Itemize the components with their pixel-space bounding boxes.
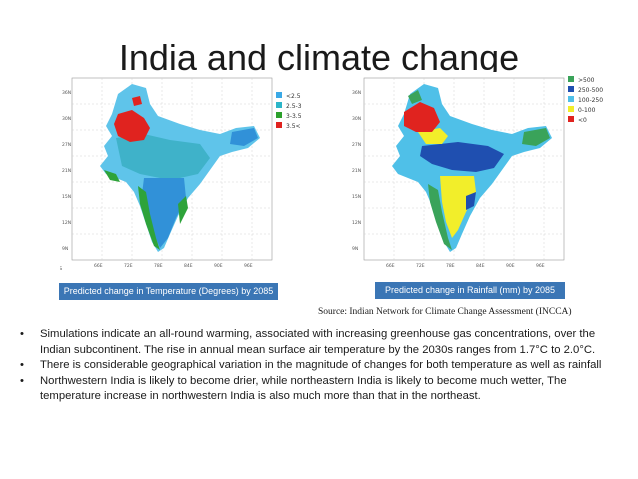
svg-text:21N: 21N bbox=[352, 168, 361, 174]
legend-label-100-250: 100-250 bbox=[578, 97, 603, 104]
legend-label-25-3: 2.5-3 bbox=[286, 103, 302, 110]
bullet-marker: • bbox=[20, 359, 24, 371]
svg-text:30N: 30N bbox=[352, 116, 361, 122]
legend-label-lt0: <0 bbox=[578, 117, 587, 124]
legend-label-250-500: 250-500 bbox=[578, 87, 603, 94]
svg-text:84E: 84E bbox=[476, 263, 485, 268]
svg-text:27N: 27N bbox=[62, 142, 71, 148]
rainfall-map: 36N 30N 27N 21N 15N 12N 9N 66E 72E 78E 84E 90E 96… bbox=[348, 72, 616, 268]
svg-text:72E: 72E bbox=[416, 263, 425, 268]
svg-text:90E: 90E bbox=[506, 263, 515, 268]
rainfall-caption: Predicted change in Rainfall (mm) by 208… bbox=[375, 282, 565, 299]
svg-text:78E: 78E bbox=[154, 263, 163, 269]
temperature-map-graphic: 36N 30N 27N 21N 15N 12N 9N 66E 72E 78E 84E 90E 96… bbox=[60, 74, 322, 270]
temperature-map: 36N 30N 27N 21N 15N 12N 9N 66E 72E 78E 84E 90E 96… bbox=[60, 74, 322, 270]
svg-text:36N: 36N bbox=[352, 90, 361, 96]
svg-text:27N: 27N bbox=[352, 142, 361, 148]
source-citation: Source: Indian Network for Climate Chang… bbox=[318, 307, 572, 317]
svg-text:66E: 66E bbox=[386, 263, 395, 268]
svg-text:9N: 9N bbox=[62, 246, 68, 252]
svg-text:96E: 96E bbox=[244, 263, 253, 269]
bullet-item: • Simulations indicate an all-round warm… bbox=[20, 327, 620, 358]
svg-text:15N: 15N bbox=[62, 194, 71, 200]
legend-label-0-100: 0-100 bbox=[578, 107, 596, 114]
bullet-item: • There is considerable geographical var… bbox=[20, 358, 620, 374]
svg-text:GrADS: COLA/IGES: GrADS: COLA/IGES bbox=[60, 266, 62, 270]
svg-text:21N: 21N bbox=[62, 168, 71, 174]
svg-text:96E: 96E bbox=[536, 263, 545, 268]
svg-text:9N: 9N bbox=[352, 246, 358, 252]
legend-label-3-35: 3-3.5 bbox=[286, 113, 302, 120]
svg-text:12N: 12N bbox=[352, 220, 361, 226]
svg-text:15N: 15N bbox=[352, 194, 361, 200]
svg-text:30N: 30N bbox=[62, 116, 71, 122]
legend-swatch-3-35 bbox=[276, 112, 282, 118]
svg-text:36N: 36N bbox=[62, 90, 71, 96]
legend-swatch-lt25 bbox=[276, 92, 282, 98]
bullet-list: • Simulations indicate an all-round warm… bbox=[20, 327, 620, 405]
svg-text:66E: 66E bbox=[94, 263, 103, 269]
bullet-marker: • bbox=[20, 328, 24, 340]
svg-text:72E: 72E bbox=[124, 263, 133, 269]
legend-label-gt500: >500 bbox=[578, 77, 595, 84]
bullet-text: Simulations indicate an all-round warmin… bbox=[40, 328, 596, 356]
legend-swatch-lt0 bbox=[568, 116, 574, 122]
legend-swatch-100-250 bbox=[568, 96, 574, 102]
temperature-caption: Predicted change in Temperature (Degrees… bbox=[59, 283, 278, 300]
legend-swatch-gt35 bbox=[276, 122, 282, 128]
svg-text:12N: 12N bbox=[62, 220, 71, 226]
rainfall-map-graphic: 36N 30N 27N 21N 15N 12N 9N 66E 72E 78E 84E 90E 96… bbox=[348, 72, 616, 268]
bullet-marker: • bbox=[20, 374, 24, 387]
legend-swatch-25-3 bbox=[276, 102, 282, 108]
bullet-text: There is considerable geographical varia… bbox=[40, 359, 602, 371]
svg-text:84E: 84E bbox=[184, 263, 193, 269]
legend-swatch-gt500 bbox=[568, 76, 574, 82]
legend-swatch-250-500 bbox=[568, 86, 574, 92]
slide-title: India and climate change bbox=[118, 37, 520, 78]
legend-swatch-0-100 bbox=[568, 106, 574, 112]
svg-text:78E: 78E bbox=[446, 263, 455, 268]
svg-text:90E: 90E bbox=[214, 263, 223, 269]
bullet-text: Northwestern India is likely to become d… bbox=[40, 374, 567, 403]
legend-label-lt25: <2.5 bbox=[286, 93, 301, 100]
legend-label-gt35: 3.5< bbox=[286, 123, 301, 130]
bullet-item: • Northwestern India is likely to become… bbox=[20, 374, 620, 405]
